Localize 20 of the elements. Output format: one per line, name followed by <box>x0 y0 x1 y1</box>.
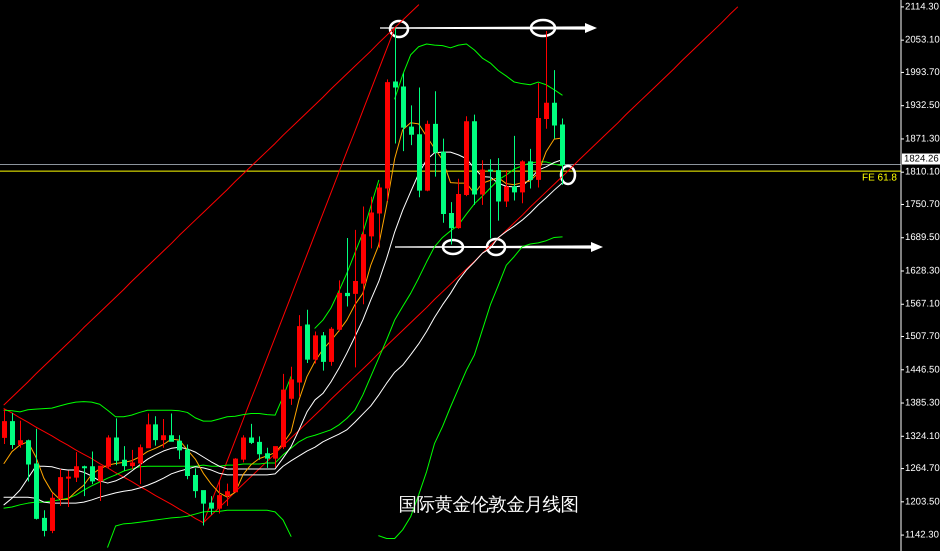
y-tick-label: 1750.70 <box>905 198 940 210</box>
y-tick-label: 1993.70 <box>905 66 940 78</box>
ref-line-label: FE 61.8 <box>862 172 898 184</box>
y-tick-label: 1324.10 <box>905 430 940 442</box>
y-tick-label: 1932.50 <box>905 100 940 112</box>
ref-line-label: 1824.26 <box>904 154 939 165</box>
y-tick-label: 1507.70 <box>905 331 940 342</box>
y-tick-label: 1142.30 <box>905 530 939 541</box>
y-tick-label: 1628.30 <box>905 265 940 276</box>
y-tick-label: 1567.10 <box>905 298 940 310</box>
y-tick-label: 1871.30 <box>905 133 940 144</box>
y-tick-label: 2114.30 <box>905 1 939 12</box>
y-tick-label: 1264.70 <box>905 463 940 474</box>
text: 国际黄金伦敦金月线图 <box>398 494 578 516</box>
y-tick-label: 1385.30 <box>905 398 940 409</box>
y-tick-label: 1203.50 <box>905 496 940 508</box>
y-tick-label: 1446.50 <box>905 364 940 376</box>
y-tick-label: 2053.10 <box>905 34 940 46</box>
y-tick-label: 1810.10 <box>905 166 940 178</box>
y-tick-label: 1689.50 <box>905 232 940 244</box>
